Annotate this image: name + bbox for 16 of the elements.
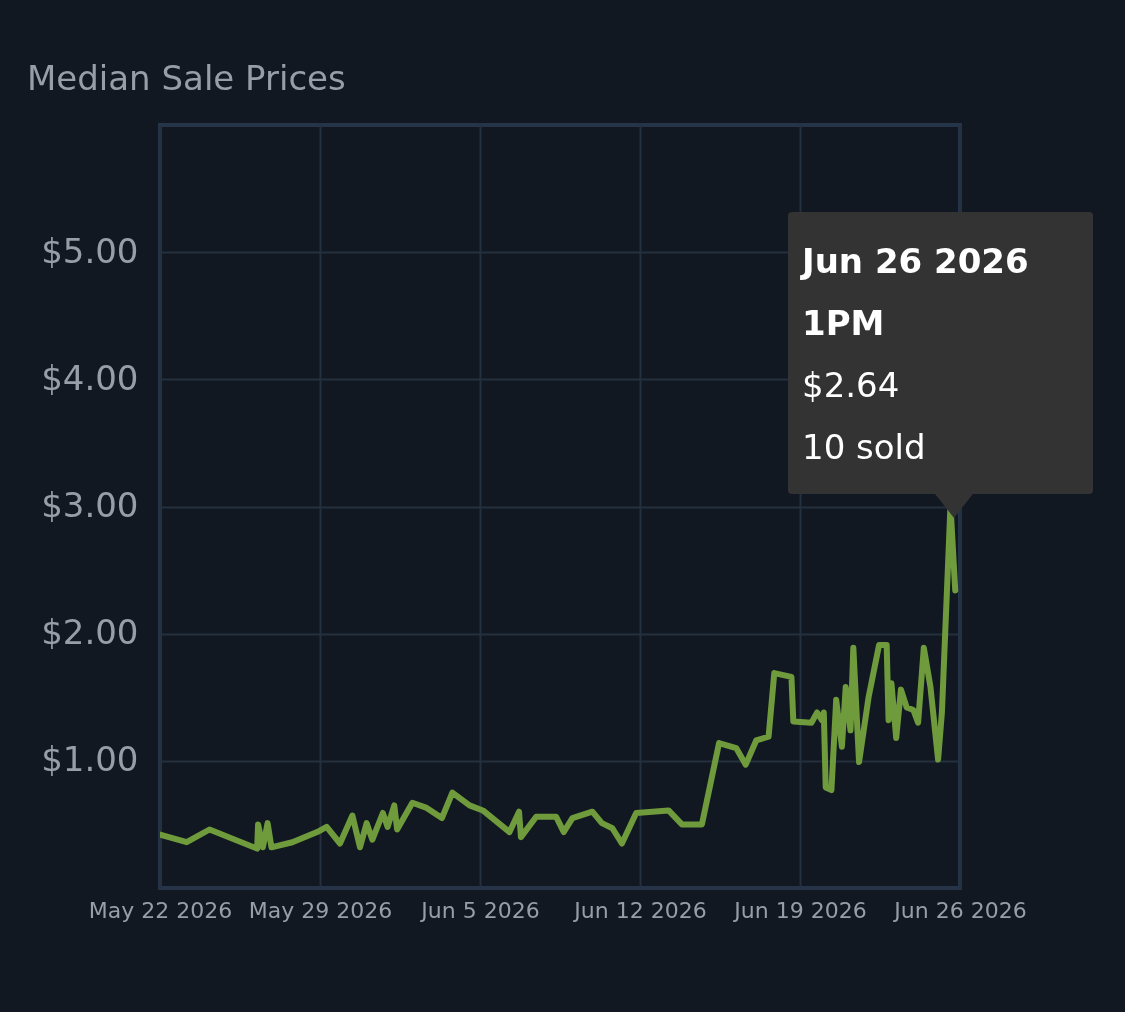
x-tick-label: May 29 2026 <box>248 897 393 923</box>
x-tick-label: Jun 26 2026 <box>892 897 1027 923</box>
y-tick-label: $1.00 <box>41 739 139 780</box>
annotation: 10 sold <box>802 426 927 469</box>
x-tick-label: Jun 12 2026 <box>572 897 707 923</box>
y-tick-label: $5.00 <box>41 230 139 271</box>
annotation: 1PM <box>802 302 886 345</box>
x-tick-label: May 22 2026 <box>88 897 233 923</box>
y-tick-label: $2.00 <box>41 612 139 653</box>
x-tick-label: Jun 5 2026 <box>419 897 540 923</box>
chart-title: Median Sale Prices <box>27 58 346 98</box>
annotation: Jun 26 2026 <box>802 240 1030 283</box>
x-tick-label: Jun 19 2026 <box>732 897 867 923</box>
y-tick-label: $4.00 <box>41 357 139 398</box>
annotation: $2.64 <box>802 364 901 407</box>
y-tick-label: $3.00 <box>41 485 139 525</box>
